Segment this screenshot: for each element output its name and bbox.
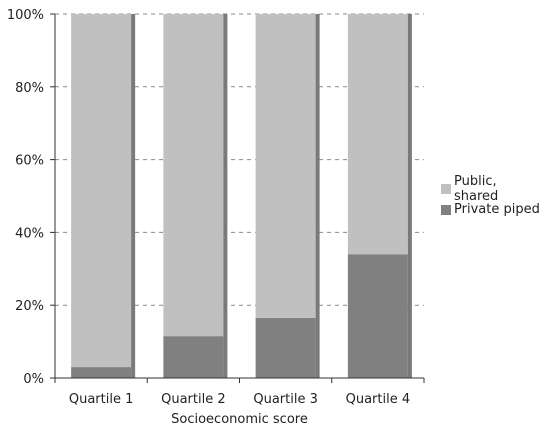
y-tick-label: 60% [15, 154, 44, 169]
x-tick-label: Quartile 3 [253, 392, 318, 407]
bar-public-shared-2 [163, 14, 224, 337]
legend-label-public-shared: Public, shared [454, 173, 499, 204]
bar-private-piped-1 [71, 367, 132, 378]
bar-edge-shadow [407, 14, 412, 378]
chart-legend: Public, shared Private piped [441, 174, 545, 220]
y-tick-label: 0% [23, 372, 44, 387]
bar-private-piped-2 [163, 336, 224, 378]
bar-edge-shadow [223, 14, 228, 378]
bar-edge-shadow [131, 14, 136, 378]
x-tick-label: Quartile 2 [161, 392, 226, 407]
legend-item-private-piped: Private piped [441, 199, 545, 220]
y-tick-label: 40% [15, 226, 44, 241]
bar-private-piped-3 [255, 317, 316, 378]
y-tick-label: 80% [15, 81, 44, 96]
y-tick-label: 20% [15, 299, 44, 314]
bar-edge-shadow [315, 14, 320, 378]
bar-public-shared-1 [71, 14, 132, 368]
legend-label-private-piped: Private piped [454, 202, 540, 217]
x-axis-title: Socioeconomic score [171, 412, 308, 427]
bar-public-shared-4 [347, 14, 408, 255]
bar-public-shared-3 [255, 14, 316, 318]
y-tick-label: 100% [7, 8, 44, 23]
x-tick-label: Quartile 1 [69, 392, 134, 407]
legend-item-public-shared: Public, shared [441, 174, 545, 204]
x-tick-label: Quartile 4 [346, 392, 411, 407]
bar-private-piped-4 [347, 254, 408, 378]
legend-swatch-private-piped [441, 204, 451, 215]
legend-swatch-public-shared [441, 183, 451, 194]
